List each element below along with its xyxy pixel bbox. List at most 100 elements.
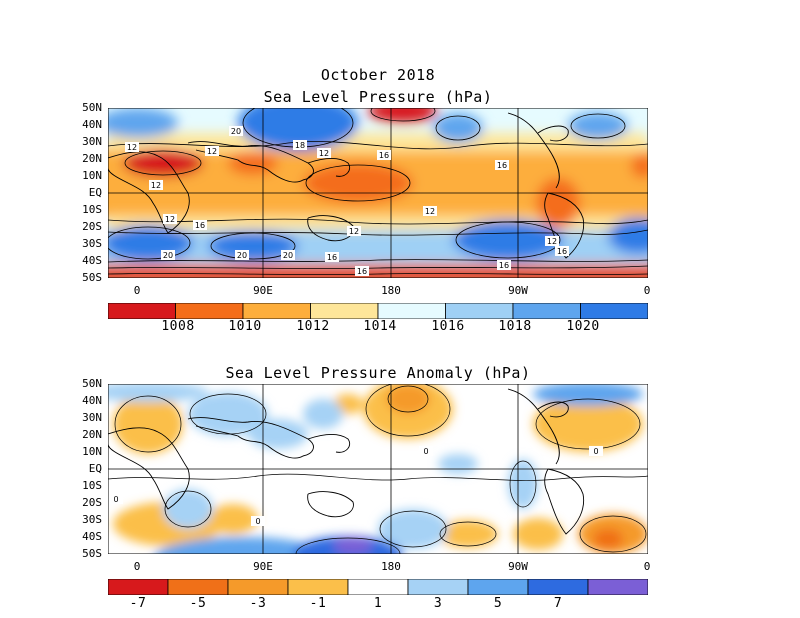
colorbar-swatch: [527, 579, 589, 595]
contour-label: 12: [425, 207, 435, 216]
contour-label-bg: [163, 214, 177, 224]
lat-label: 20N: [82, 428, 102, 441]
contour-label-bg: [149, 180, 163, 190]
contour-lines: [108, 108, 648, 275]
contour-label-bg: [545, 236, 559, 246]
lat-label: EQ: [88, 462, 102, 475]
colorbar-label: -1: [309, 596, 327, 611]
colorbar-label: -5: [189, 596, 207, 611]
lon-label: 180: [381, 284, 401, 297]
contour-label-bg: [205, 146, 219, 156]
lat-label: 20S: [82, 496, 102, 509]
contour-label-bg: [193, 220, 207, 230]
colorbar-label: 1008: [161, 319, 195, 334]
colorbar-label: 1014: [363, 319, 397, 334]
lon-label: 90W: [508, 560, 528, 573]
lon-label: 0: [643, 284, 651, 297]
lon-label: 90W: [508, 284, 528, 297]
contour-label: 16: [557, 247, 567, 256]
colorbar-label: 1016: [431, 319, 465, 334]
contour-label: 16: [327, 253, 337, 262]
lat-label: 30S: [82, 237, 102, 250]
lat-label: 10N: [82, 169, 102, 182]
colorbar-swatch: [512, 303, 581, 319]
panel1-title: October 2018: [320, 66, 436, 84]
colorbar-swatch: [467, 579, 529, 595]
contour-label-bg: [161, 250, 175, 260]
contour-label-bg: [347, 226, 361, 236]
lat-label: 40S: [82, 530, 102, 543]
contour-label-bg: [495, 160, 509, 170]
lat-label: 10S: [82, 203, 102, 216]
contour-labels: 0 0 0 0: [109, 446, 603, 526]
colorbar-label: 5: [493, 596, 503, 611]
contour-label-bg: [325, 252, 339, 262]
lon-label: 180: [381, 560, 401, 573]
contour-label-bg: [109, 494, 123, 504]
contour-label: 18: [295, 141, 305, 150]
contour-label-bg: [497, 260, 511, 270]
contour-label-bg: [229, 126, 243, 136]
contour-label: 16: [497, 161, 507, 170]
colorbar-swatch: [347, 579, 409, 595]
contour-label: 16: [357, 267, 367, 276]
contour-label: 0: [255, 517, 260, 526]
lat-label: 30N: [82, 135, 102, 148]
contour-label: 12: [349, 227, 359, 236]
lat-label: 20N: [82, 152, 102, 165]
colorbar-label: -3: [249, 596, 267, 611]
colorbar-swatch: [587, 579, 648, 595]
contour-label: 16: [379, 151, 389, 160]
colorbar-label: 1012: [296, 319, 330, 334]
colorbar-swatch: [108, 579, 169, 595]
colorbar-swatch: [407, 579, 469, 595]
lon-label: 90E: [253, 560, 273, 573]
contour-label-bg: [293, 140, 307, 150]
lat-label: 30N: [82, 411, 102, 424]
lat-label: 10N: [82, 445, 102, 458]
colorbar-label: 1020: [566, 319, 600, 334]
coastlines: [108, 112, 585, 259]
graticule: [108, 108, 648, 278]
contour-label-bg: [125, 142, 139, 152]
contour-label: 16: [499, 261, 509, 270]
contour-label-bg: [355, 266, 369, 276]
colorbar-swatch: [445, 303, 514, 319]
colorbar-swatch: [167, 579, 229, 595]
lat-label: 50S: [82, 271, 102, 284]
lat-label: 50N: [82, 101, 102, 114]
lon-label: 0: [643, 560, 651, 573]
contour-label-bg: [251, 516, 265, 526]
lon-label: 90E: [253, 284, 273, 297]
lat-label: 40N: [82, 118, 102, 131]
slp-anomaly-map: 0 0 0 0: [108, 384, 648, 554]
colorbar-swatch: [580, 303, 648, 319]
colorbar-label: 1: [373, 596, 383, 611]
colorbar-label: 7: [553, 596, 563, 611]
contour-label: 12: [207, 147, 217, 156]
contour-label-bg: [281, 250, 295, 260]
colorbar-swatch: [377, 303, 446, 319]
contour-label: 12: [547, 237, 557, 246]
colorbar-swatch: [175, 303, 244, 319]
contour-label: 20: [237, 251, 247, 260]
colorbar-label: -7: [129, 596, 147, 611]
contour-label: 20: [163, 251, 173, 260]
colorbar-label: 1018: [498, 319, 532, 334]
lat-label: EQ: [88, 186, 102, 199]
lat-label: 30S: [82, 513, 102, 526]
contour-label-bg: [235, 250, 249, 260]
contour-label-bg: [377, 150, 391, 160]
colorbar-swatch: [310, 303, 379, 319]
lat-label: 50N: [82, 377, 102, 390]
colorbar-label: 1010: [228, 319, 262, 334]
contour-label: 0: [593, 447, 598, 456]
contour-label: 12: [165, 215, 175, 224]
contour-lines: [108, 384, 648, 554]
contour-label: 16: [195, 221, 205, 230]
panel1-subtitle: Sea Level Pressure (hPa): [263, 88, 493, 106]
contour-label-bg: [419, 446, 433, 456]
colorbar-slp: [108, 303, 648, 319]
